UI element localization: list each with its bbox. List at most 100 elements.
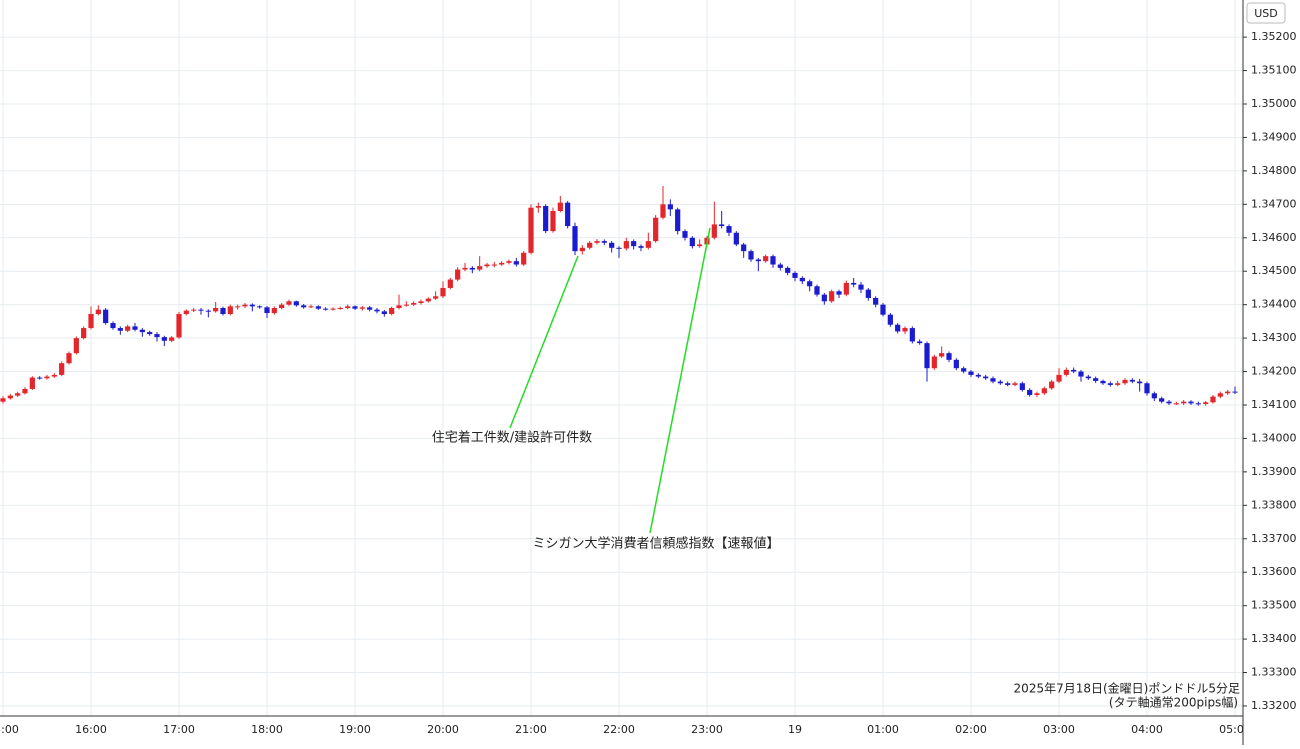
x-tick-label: 23:00: [691, 723, 723, 736]
candle-body: [572, 226, 578, 252]
y-tick-label: 1.34000: [1251, 431, 1297, 444]
candle-body: [491, 264, 497, 266]
candle-body: [110, 323, 116, 329]
candle-body: [117, 328, 123, 331]
x-tick-label: 21:00: [515, 723, 547, 736]
candle-body: [909, 328, 915, 342]
candle-body: [1188, 401, 1194, 404]
axes: 1.33200 1.33300 1.33400 1.33500 1.33600 1.337…: [1243, 30, 1297, 712]
y-tick-label: 1.35000: [1251, 97, 1297, 110]
candle-body: [689, 237, 695, 247]
x-tick-label: 19: [788, 723, 802, 736]
candle-body: [396, 305, 402, 309]
candle-body: [843, 282, 849, 295]
candle-body: [682, 231, 688, 238]
candle-body: [1100, 380, 1106, 384]
candle-body: [425, 298, 431, 302]
x-tick-label: 01:00: [867, 723, 899, 736]
candle-body: [352, 306, 358, 309]
candle-body: [770, 256, 776, 265]
candle-body: [462, 267, 468, 270]
candle-body: [623, 241, 629, 249]
candle-body: [645, 241, 651, 248]
candle-body: [660, 204, 666, 218]
candle-body: [455, 269, 461, 280]
candle-body: [44, 376, 50, 379]
candle-body: [931, 356, 937, 369]
candle-body: [1144, 383, 1150, 394]
y-tick-label: 1.33600: [1251, 565, 1297, 578]
candle-body: [726, 226, 732, 233]
candle-body: [29, 377, 35, 389]
candle-body: [1005, 383, 1011, 385]
candle-body: [785, 267, 791, 273]
candle-body: [1078, 371, 1084, 377]
candle-body: [594, 241, 600, 243]
candle-body: [51, 374, 57, 377]
candle-body: [513, 261, 519, 265]
candle-body: [1217, 393, 1223, 397]
candle-body: [286, 301, 292, 305]
candle-body: [711, 224, 717, 238]
x-tick-label: 02:00: [955, 723, 987, 736]
caption: (タテ軸通常200pips幅): [1109, 695, 1238, 710]
candle-body: [579, 247, 585, 252]
candle-body: [939, 353, 945, 357]
candle-body: [865, 289, 871, 298]
candle-body: [330, 308, 336, 310]
candle-body: [73, 338, 79, 354]
candle-body: [227, 306, 233, 315]
candle-body: [1173, 403, 1179, 405]
y-tick-label: 1.34500: [1251, 264, 1297, 277]
candle-body: [763, 256, 769, 262]
candle-body: [337, 308, 343, 310]
candle-body: [279, 304, 285, 309]
candle-body: [961, 368, 967, 372]
candle-body: [543, 206, 549, 232]
x-tick-label: 04:00: [1131, 723, 1163, 736]
y-tick-label: 1.35100: [1251, 64, 1297, 77]
candle-body: [1056, 374, 1062, 382]
candle-body: [1181, 401, 1187, 404]
candle-body: [631, 241, 637, 247]
candle-body: [719, 224, 725, 227]
candle-body: [301, 305, 307, 308]
y-tick-label: 1.34400: [1251, 298, 1297, 311]
candle-body: [1225, 391, 1231, 394]
y-tick-label: 1.34700: [1251, 197, 1297, 210]
candle-body: [1151, 393, 1157, 399]
candle-body: [1034, 393, 1040, 395]
y-tick-label: 1.33200: [1251, 699, 1297, 712]
candle-body: [381, 311, 387, 315]
y-tick-label: 1.33300: [1251, 666, 1297, 679]
candle-body: [213, 308, 219, 312]
candle-body: [587, 242, 593, 248]
candle-body: [1129, 379, 1135, 382]
candle-body: [15, 393, 21, 396]
candle-body: [851, 282, 857, 285]
candle-body: [59, 363, 65, 375]
candle-body: [198, 309, 204, 311]
candle-body: [1159, 398, 1165, 402]
candle-body: [1049, 381, 1055, 389]
candle-body: [81, 328, 87, 339]
candle-body: [990, 378, 996, 382]
candle-body: [1195, 403, 1201, 405]
candle-body: [308, 306, 314, 308]
candle-body: [271, 308, 277, 314]
candle-body: [1012, 383, 1018, 385]
candle-body: [249, 304, 255, 307]
candle-body: [257, 306, 263, 308]
candle-body: [374, 309, 380, 312]
candle-body: [799, 277, 805, 282]
x-tick-label: 18:00: [251, 723, 283, 736]
candle-body: [887, 314, 893, 325]
price-axis: [1243, 0, 1300, 745]
x-tick-label: 19:00: [339, 723, 371, 736]
candle-body: [807, 281, 813, 287]
x-tick-label: 17:00: [163, 723, 195, 736]
candle-body: [755, 259, 761, 262]
candle-body: [609, 242, 615, 248]
candle-body: [506, 261, 512, 263]
